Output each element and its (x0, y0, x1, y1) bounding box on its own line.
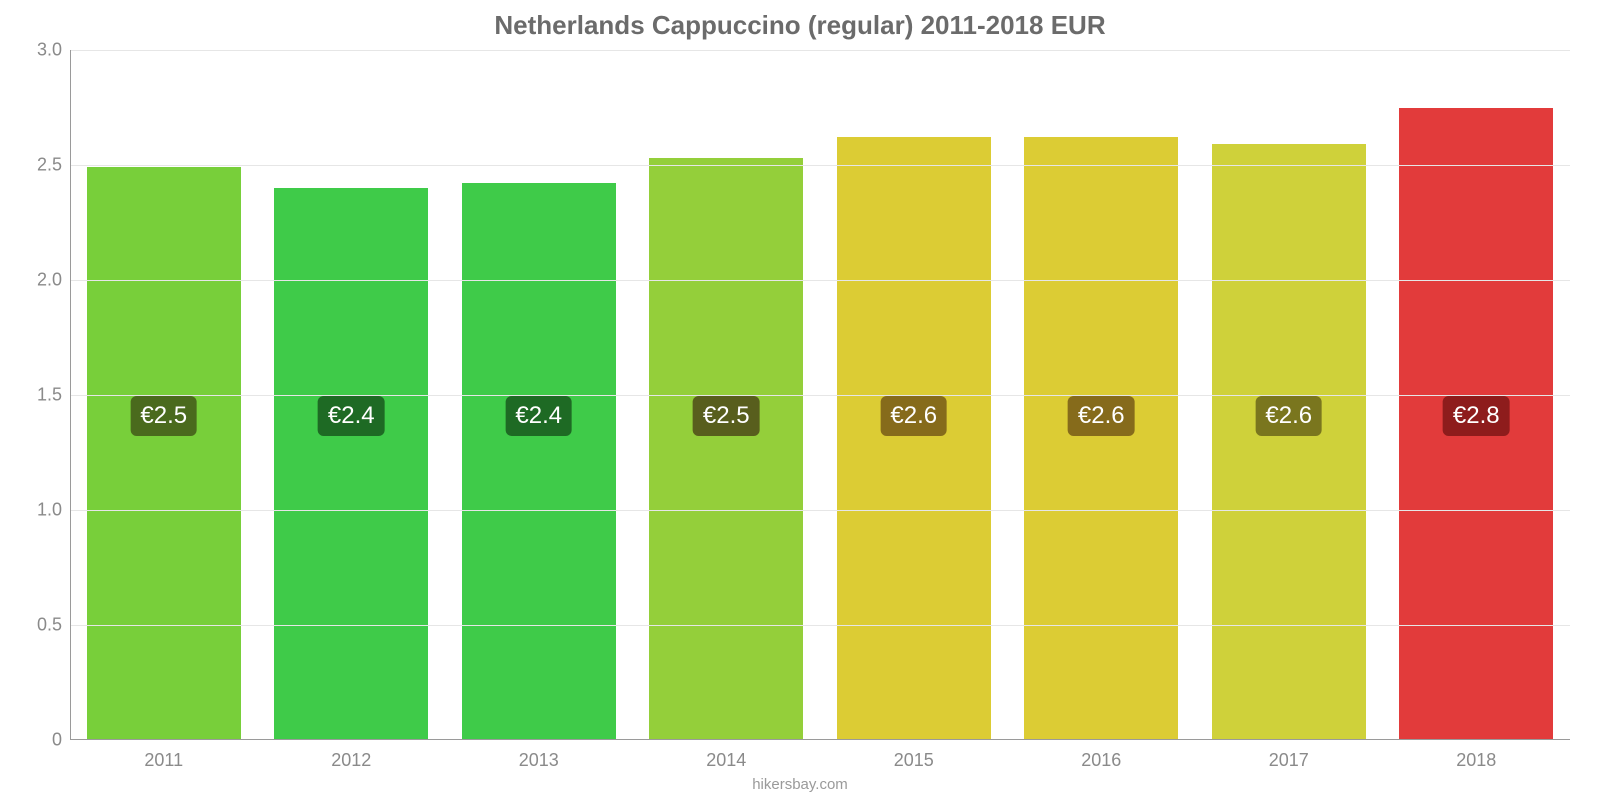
bar: €2.6 (837, 137, 991, 740)
x-tick-label: 2013 (519, 750, 559, 771)
chart-title: Netherlands Cappuccino (regular) 2011-20… (0, 0, 1600, 41)
bar-value-label: €2.5 (693, 396, 760, 436)
chart-container: Netherlands Cappuccino (regular) 2011-20… (0, 0, 1600, 800)
bar-value-label: €2.6 (880, 396, 947, 436)
attribution-text: hikersbay.com (752, 776, 848, 793)
x-tick-label: 2017 (1269, 750, 1309, 771)
bar: €2.4 (274, 188, 428, 740)
bar: €2.6 (1212, 144, 1366, 740)
gridline (70, 625, 1570, 626)
x-tick-label: 2012 (331, 750, 371, 771)
y-axis (70, 50, 71, 740)
gridline (70, 50, 1570, 51)
x-tick-label: 2015 (894, 750, 934, 771)
bar: €2.8 (1399, 108, 1553, 741)
bar-value-label: €2.5 (130, 396, 197, 436)
bar-value-label: €2.6 (1068, 396, 1135, 436)
gridline (70, 280, 1570, 281)
x-tick-label: 2018 (1456, 750, 1496, 771)
x-tick-label: 2014 (706, 750, 746, 771)
y-tick-label: 0 (12, 730, 62, 751)
bar-value-label: €2.8 (1443, 396, 1510, 436)
x-tick-label: 2016 (1081, 750, 1121, 771)
y-tick-label: 1.5 (12, 385, 62, 406)
bar-value-label: €2.4 (318, 396, 385, 436)
x-tick-label: 2011 (144, 750, 183, 771)
y-tick-label: 3.0 (12, 40, 62, 61)
bar: €2.5 (87, 167, 241, 740)
y-tick-label: 2.0 (12, 270, 62, 291)
bar-value-label: €2.4 (505, 396, 572, 436)
bar: €2.4 (462, 183, 616, 740)
x-axis (70, 739, 1570, 740)
bar: €2.6 (1024, 137, 1178, 740)
bar-value-label: €2.6 (1255, 396, 1322, 436)
gridline (70, 395, 1570, 396)
y-tick-label: 1.0 (12, 500, 62, 521)
gridline (70, 510, 1570, 511)
y-tick-label: 2.5 (12, 155, 62, 176)
plot-area: €2.5€2.4€2.4€2.5€2.6€2.6€2.6€2.8 00.51.0… (70, 50, 1570, 740)
y-tick-label: 0.5 (12, 615, 62, 636)
bar: €2.5 (649, 158, 803, 740)
gridline (70, 165, 1570, 166)
